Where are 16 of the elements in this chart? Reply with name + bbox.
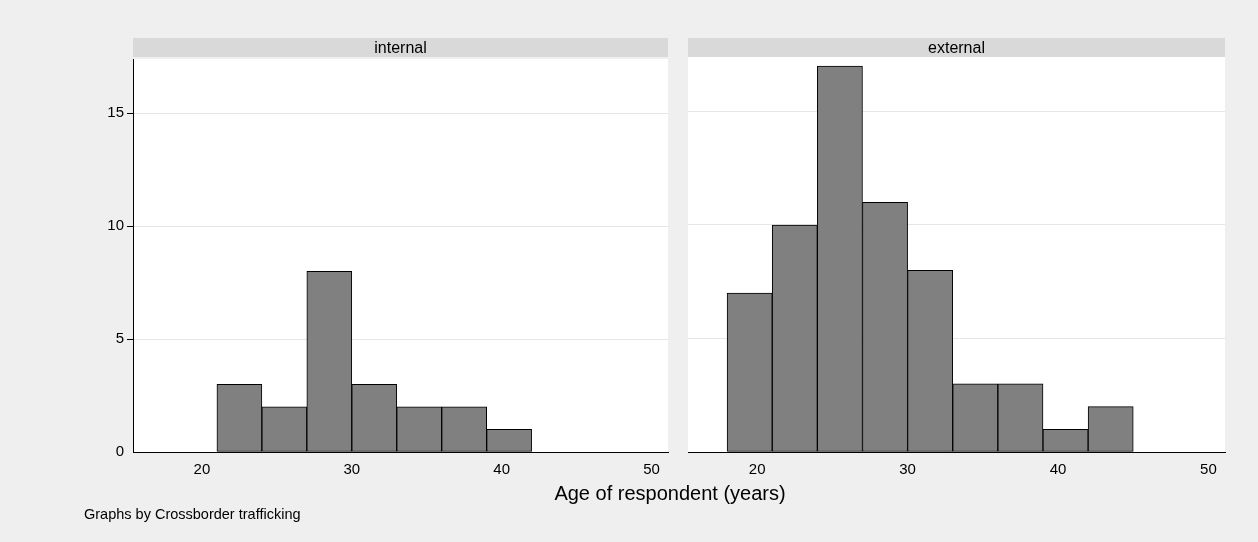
x-tick-label: 50	[643, 460, 660, 478]
x-tick-label: 30	[343, 460, 361, 478]
x-tick-label: 30	[899, 460, 916, 478]
x-tick-label: 40	[1049, 460, 1067, 478]
x-tick-label: 20	[193, 460, 211, 478]
x-tick-label: 50	[1200, 460, 1217, 478]
x-axis-title: Age of respondent (years)	[553, 482, 787, 505]
text: Graphs by Crossborder trafficking	[84, 506, 301, 522]
chart-title: external	[688, 38, 1225, 57]
x-tick-label: 40	[493, 460, 510, 478]
y-tick-label: 15	[107, 103, 124, 121]
y-tick-label: 5	[115, 329, 124, 347]
chart-title: internal	[133, 38, 668, 57]
x-tick-label: 20	[748, 460, 766, 478]
y-tick-label: 0	[115, 442, 124, 460]
y-tick-label: 10	[107, 216, 124, 234]
